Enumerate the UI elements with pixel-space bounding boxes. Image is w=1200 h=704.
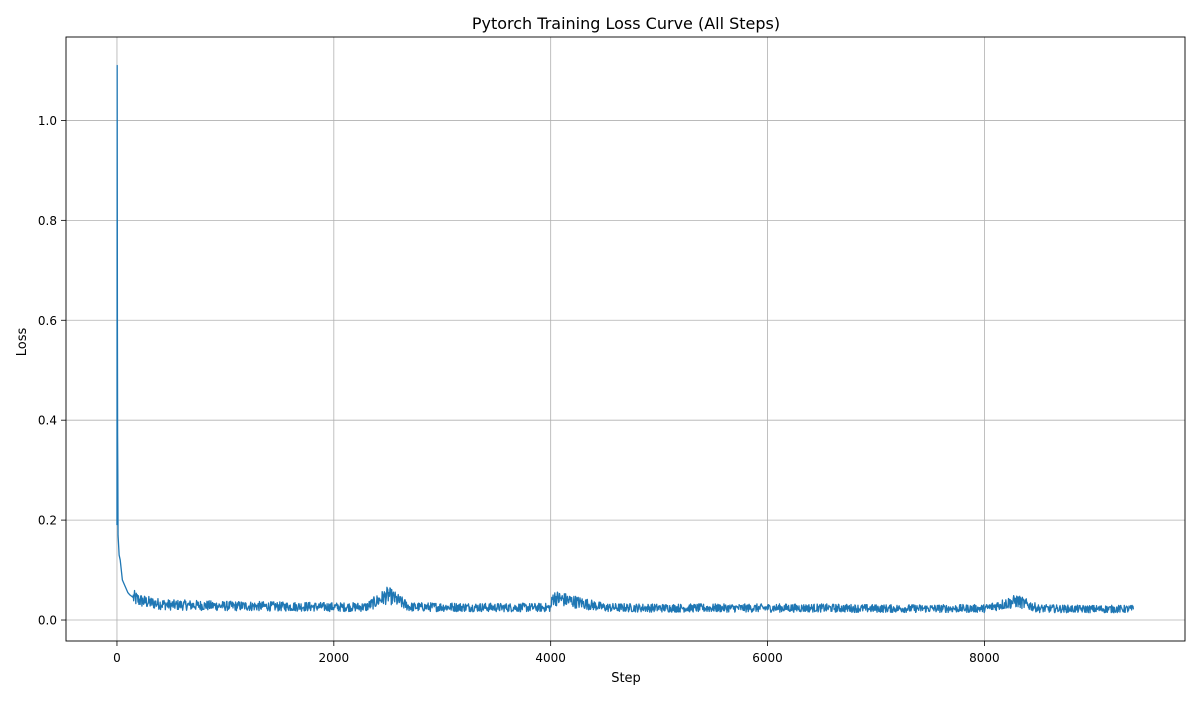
loss-line [116, 64, 1135, 614]
y-tick-label: 0.2 [38, 514, 57, 528]
y-tick-label: 1.0 [38, 114, 57, 128]
y-tick-label: 0.4 [38, 414, 57, 428]
data-layer [116, 64, 1135, 614]
y-tick-label: 0.8 [38, 214, 57, 228]
x-tick-label: 2000 [319, 651, 350, 665]
x-tick-label: 6000 [752, 651, 783, 665]
x-axis-ticks: 0 2000 4000 6000 8000 [113, 641, 1000, 665]
x-tick-label: 4000 [535, 651, 566, 665]
x-axis-label: Step [611, 671, 641, 686]
y-axis-ticks: 0.0 0.2 0.4 0.6 0.8 1.0 [38, 114, 66, 628]
x-tick-label: 0 [113, 651, 121, 665]
plot-frame [65, 36, 1186, 642]
grid-lines [66, 37, 1185, 641]
y-axis-label: Loss [15, 328, 30, 357]
y-tick-label: 0.0 [38, 614, 57, 628]
x-tick-label: 8000 [969, 651, 1000, 665]
y-tick-label: 0.6 [38, 314, 57, 328]
chart-title: Pytorch Training Loss Curve (All Steps) [472, 14, 780, 33]
